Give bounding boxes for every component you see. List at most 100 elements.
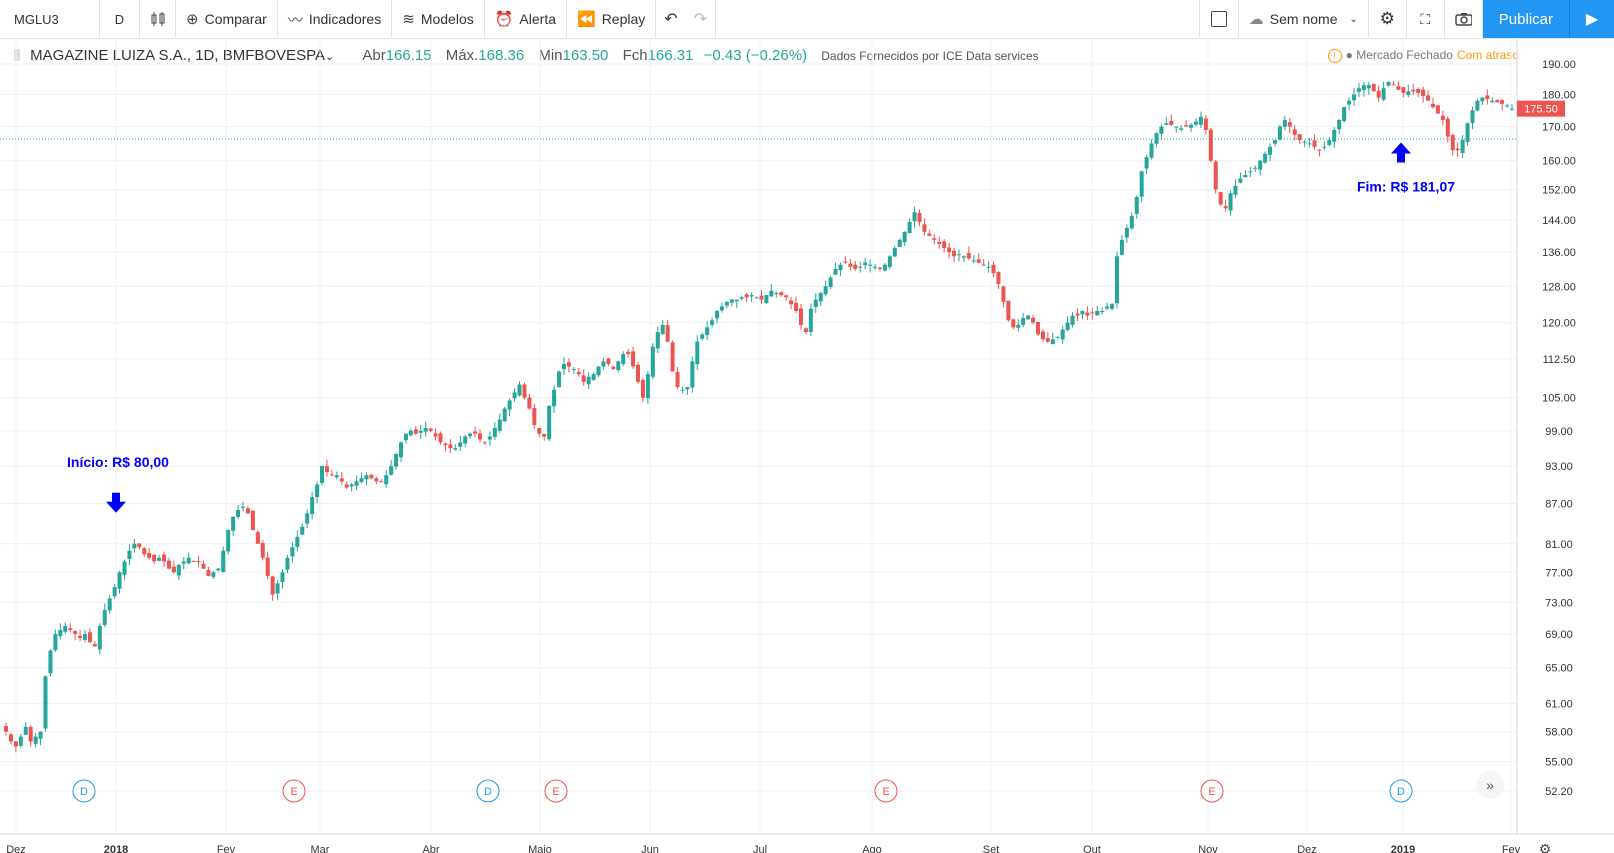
candle-body <box>63 625 68 632</box>
expand-icon: ⛶ <box>1420 10 1431 27</box>
candle-body <box>403 433 408 440</box>
price-tick-label: 99.00 <box>1545 426 1573 438</box>
candle-body <box>117 572 122 589</box>
square-icon <box>1210 11 1227 27</box>
candle-body <box>710 320 715 325</box>
time-tick-label: Ago <box>862 844 882 853</box>
replay-button[interactable]: ⏪ Replay <box>567 0 657 38</box>
delay-label: Com atraso <box>1456 48 1519 62</box>
symbol-search[interactable]: MGLU3 <box>0 0 100 38</box>
settings-button[interactable]: ⚙ <box>1369 0 1407 38</box>
candle-body <box>744 294 749 298</box>
candle-body <box>1282 120 1287 127</box>
candle-body <box>171 566 176 573</box>
candle-body <box>724 301 729 306</box>
candle-body <box>1465 123 1470 142</box>
redo-button[interactable]: ↷ <box>686 0 717 38</box>
price-tick-label: 160.00 <box>1542 156 1576 168</box>
candle-body <box>1361 85 1366 91</box>
candle-body <box>196 561 201 563</box>
snapshot-button[interactable] <box>1445 0 1483 38</box>
candle-body <box>1248 171 1253 173</box>
candle-body <box>270 576 275 595</box>
data-source: Dados Fornecidos por ICE Data services <box>821 49 1039 63</box>
layout-name-button[interactable]: ☁ Sem nome ⌄ <box>1239 0 1369 38</box>
candle-body <box>48 650 53 674</box>
candle-body <box>1070 315 1075 325</box>
scroll-right-button <box>1476 771 1504 799</box>
candle-body <box>255 532 260 544</box>
templates-button[interactable]: ≋ Modelos <box>392 0 485 38</box>
candle-body <box>1134 197 1139 214</box>
chart-type-button[interactable] <box>140 0 176 38</box>
candle-body <box>675 371 680 388</box>
candle-body <box>1460 139 1465 154</box>
candle-body <box>1189 124 1194 128</box>
compare-button[interactable]: ⊕ Comparar <box>176 0 278 38</box>
candle-body <box>764 295 769 303</box>
gear-icon: ⚙ <box>1539 841 1552 853</box>
indicators-label: Indicadores <box>308 11 382 27</box>
candle-body <box>1011 319 1016 328</box>
candle-body <box>1060 329 1065 340</box>
candle-body <box>315 484 320 498</box>
time-tick-label: Out <box>1083 844 1101 853</box>
candle-body <box>1169 121 1174 125</box>
price-tick-label: 81.00 <box>1545 539 1573 551</box>
price-tick-label: 61.00 <box>1545 698 1573 710</box>
candle-body <box>1510 108 1514 110</box>
candle-body <box>428 428 433 431</box>
candle-body <box>1243 174 1248 178</box>
arrow-down-icon <box>106 492 126 513</box>
candle-body <box>408 430 413 436</box>
candle-body <box>379 481 384 483</box>
chevron-down-icon[interactable]: ⌄ <box>324 51 335 63</box>
indicators-button[interactable]: 〰 Indicadores <box>278 0 393 38</box>
price-chart[interactable]: Início: R$ 80,00 Fim: R$ 181,07 190.00 180… <box>0 39 1614 853</box>
candle-body <box>137 543 142 548</box>
candle-body <box>285 557 290 570</box>
candle-body <box>384 475 389 485</box>
candle-body <box>887 256 892 268</box>
annotations-layer: Início: R$ 80,00 Fim: R$ 181,07 <box>67 142 1455 513</box>
candle-body <box>1085 312 1090 316</box>
price-tick-label: 190.00 <box>1542 59 1576 71</box>
warning-icon: ! <box>1327 49 1342 63</box>
candle-body <box>13 741 18 747</box>
play-button[interactable]: ▶ <box>1569 0 1614 38</box>
candle-body <box>458 442 463 447</box>
alert-button[interactable]: ⏰ Alerta <box>485 0 567 38</box>
fullscreen-layout-button[interactable] <box>1198 0 1239 38</box>
time-tick-label: Nov <box>1198 844 1218 853</box>
candle-body <box>1208 129 1213 161</box>
low-label: Min <box>538 47 563 64</box>
candle-body <box>1505 105 1510 107</box>
plus-circle-icon: ⊕ <box>186 11 199 28</box>
candle-body <box>818 292 823 302</box>
candle-body <box>640 379 645 398</box>
candle-body <box>310 497 315 515</box>
interval-button[interactable]: D <box>100 0 140 38</box>
candle-body <box>389 466 394 475</box>
candle-body <box>295 536 300 547</box>
publish-button[interactable]: Publicar <box>1482 0 1569 38</box>
price-tick-label: 152.00 <box>1542 185 1576 197</box>
candle-body <box>537 427 542 434</box>
candle-body <box>245 508 250 514</box>
camera-icon <box>1455 13 1472 26</box>
undo-button[interactable]: ↶ <box>664 11 678 28</box>
candle-body <box>1332 129 1337 142</box>
candle-body <box>166 560 171 569</box>
candle-body <box>97 625 102 650</box>
candle-body <box>1351 94 1356 101</box>
candle-body <box>344 484 349 488</box>
candle-body <box>507 400 512 410</box>
legend-title[interactable]: MAGAZINE LUIZA S.A., 1D, BMFBOVESPA <box>30 47 325 64</box>
candle-body <box>655 332 660 349</box>
candle-body <box>1342 107 1347 122</box>
candle-body <box>453 448 458 450</box>
candle-body <box>176 564 181 576</box>
fullscreen-button[interactable]: ⛶ <box>1407 0 1445 38</box>
candle-body <box>1455 148 1460 151</box>
last-price-label: 175.50 <box>1524 104 1558 116</box>
